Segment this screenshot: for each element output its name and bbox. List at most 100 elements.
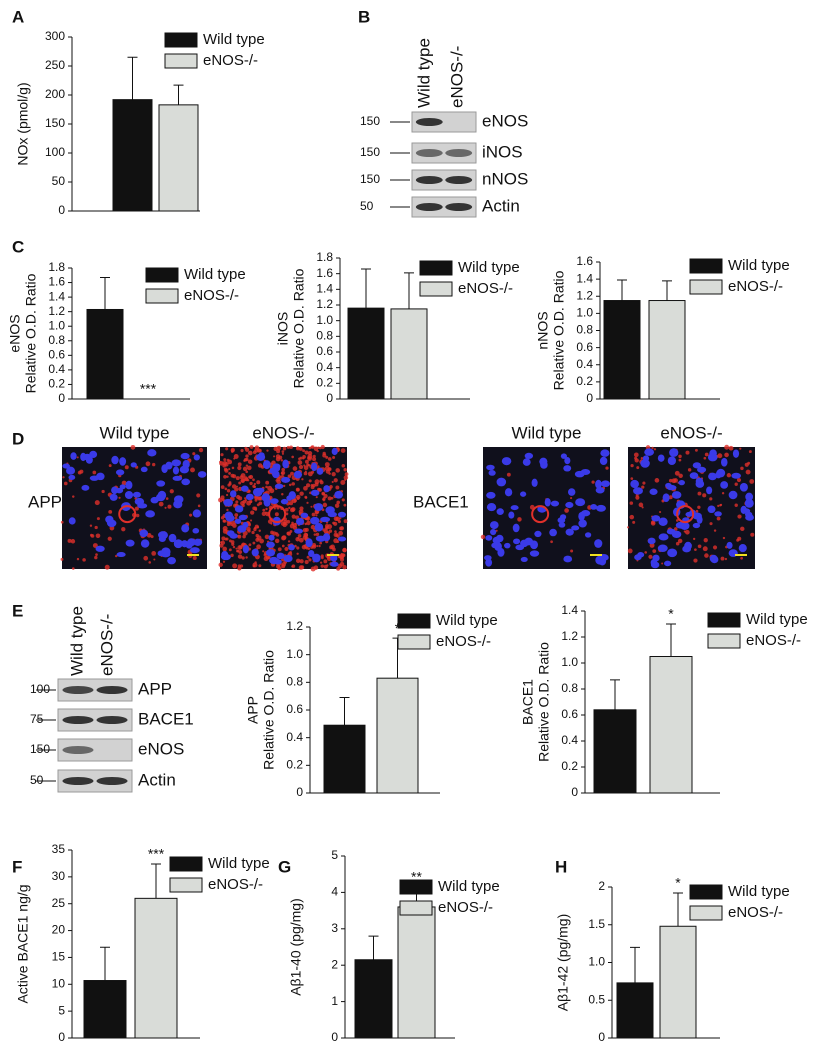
red-signal <box>228 468 231 471</box>
y-tick-label: 1.2 <box>48 304 65 318</box>
y-axis-label: Aβ1-40 (pg/mg) <box>288 898 304 996</box>
red-signal <box>258 501 263 506</box>
legend-label: eNOS-/- <box>184 287 239 304</box>
red-signal <box>327 457 332 461</box>
red-signal <box>151 551 157 556</box>
red-signal <box>286 531 290 536</box>
nucleus <box>559 514 567 520</box>
y-tick-label: 1.2 <box>576 288 593 302</box>
red-signal <box>724 444 730 450</box>
blot-strip <box>57 769 133 793</box>
nucleus <box>531 478 538 487</box>
red-signal <box>289 445 293 450</box>
legend-swatch <box>419 281 453 297</box>
red-signal <box>266 449 269 452</box>
nucleus <box>220 553 231 561</box>
red-signal <box>326 564 329 567</box>
y-tick-label: 0.8 <box>576 323 593 337</box>
red-signal <box>228 539 232 543</box>
column-label: eNOS-/- <box>660 423 722 442</box>
nucleus <box>330 554 338 562</box>
red-signal <box>314 479 320 485</box>
red-signal <box>263 556 269 562</box>
red-signal <box>749 479 755 484</box>
red-signal <box>310 505 313 508</box>
red-signal <box>340 479 346 485</box>
red-signal <box>299 506 304 511</box>
red-signal <box>228 481 232 484</box>
y-axis-label: Aβ1-42 (pg/mg) <box>555 914 571 1012</box>
red-signal <box>310 483 313 487</box>
nucleus <box>709 554 718 563</box>
red-signal <box>678 473 683 479</box>
y-tick-label: 0.2 <box>561 759 578 773</box>
nucleus <box>125 539 135 547</box>
nucleus <box>739 482 748 492</box>
red-signal <box>237 554 243 559</box>
legend-label: eNOS-/- <box>746 632 801 649</box>
nucleus <box>657 454 665 462</box>
red-signal <box>713 529 717 532</box>
legend-label: eNOS-/- <box>208 876 263 893</box>
legend-swatch <box>707 633 741 649</box>
band-label: Actin <box>138 770 176 789</box>
y-tick-label: 5 <box>331 848 338 862</box>
red-signal <box>626 526 630 529</box>
red-signal <box>306 501 309 504</box>
panel-letter: F <box>12 857 22 876</box>
red-signal <box>254 445 260 450</box>
blot-strip <box>57 708 133 732</box>
nucleus <box>280 498 289 505</box>
nucleus <box>245 493 254 501</box>
red-signal <box>252 564 256 568</box>
nucleus <box>242 545 249 554</box>
blot-band <box>415 149 443 157</box>
red-signal <box>319 480 324 485</box>
red-signal <box>298 465 304 470</box>
column-label: Wild type <box>100 423 170 442</box>
red-signal <box>219 541 223 544</box>
red-signal <box>287 474 292 478</box>
red-signal <box>130 444 136 450</box>
red-signal <box>299 491 304 496</box>
red-signal <box>319 541 322 545</box>
red-signal <box>240 500 245 506</box>
red-signal <box>95 553 98 556</box>
red-signal <box>702 493 707 498</box>
y-tick-label: 0.4 <box>286 730 303 744</box>
nucleus <box>571 525 580 531</box>
blot-band <box>445 203 473 211</box>
vessel <box>531 505 550 524</box>
red-signal <box>315 532 320 537</box>
lane-label: eNOS-/- <box>97 614 116 676</box>
red-signal <box>318 544 321 548</box>
y-tick-label: 1.0 <box>316 313 333 327</box>
red-signal <box>72 495 75 498</box>
red-signal <box>297 534 302 538</box>
red-signal <box>740 526 745 532</box>
red-signal <box>124 465 129 470</box>
red-signal <box>291 564 296 568</box>
nucleus <box>565 501 574 509</box>
red-signal <box>703 538 708 543</box>
y-axis-label: Relative O.D. Ratio <box>23 273 39 393</box>
band-label: iNOS <box>482 142 523 161</box>
panel-letter: C <box>12 237 24 256</box>
nucleus <box>595 479 602 489</box>
nucleus <box>294 528 303 534</box>
nucleus <box>544 497 551 507</box>
nucleus <box>263 460 271 470</box>
mw-marker: 150 <box>360 172 380 186</box>
red-signal <box>281 452 284 455</box>
nucleus <box>489 521 499 530</box>
nucleus <box>173 500 183 509</box>
nucleus <box>266 541 275 548</box>
red-signal <box>709 522 713 526</box>
red-signal <box>311 512 316 517</box>
blot-band <box>96 777 128 785</box>
y-tick-label: 0.4 <box>561 733 578 747</box>
red-signal <box>235 547 238 550</box>
nucleus <box>288 544 295 551</box>
nucleus <box>197 471 207 478</box>
red-signal <box>661 562 664 565</box>
